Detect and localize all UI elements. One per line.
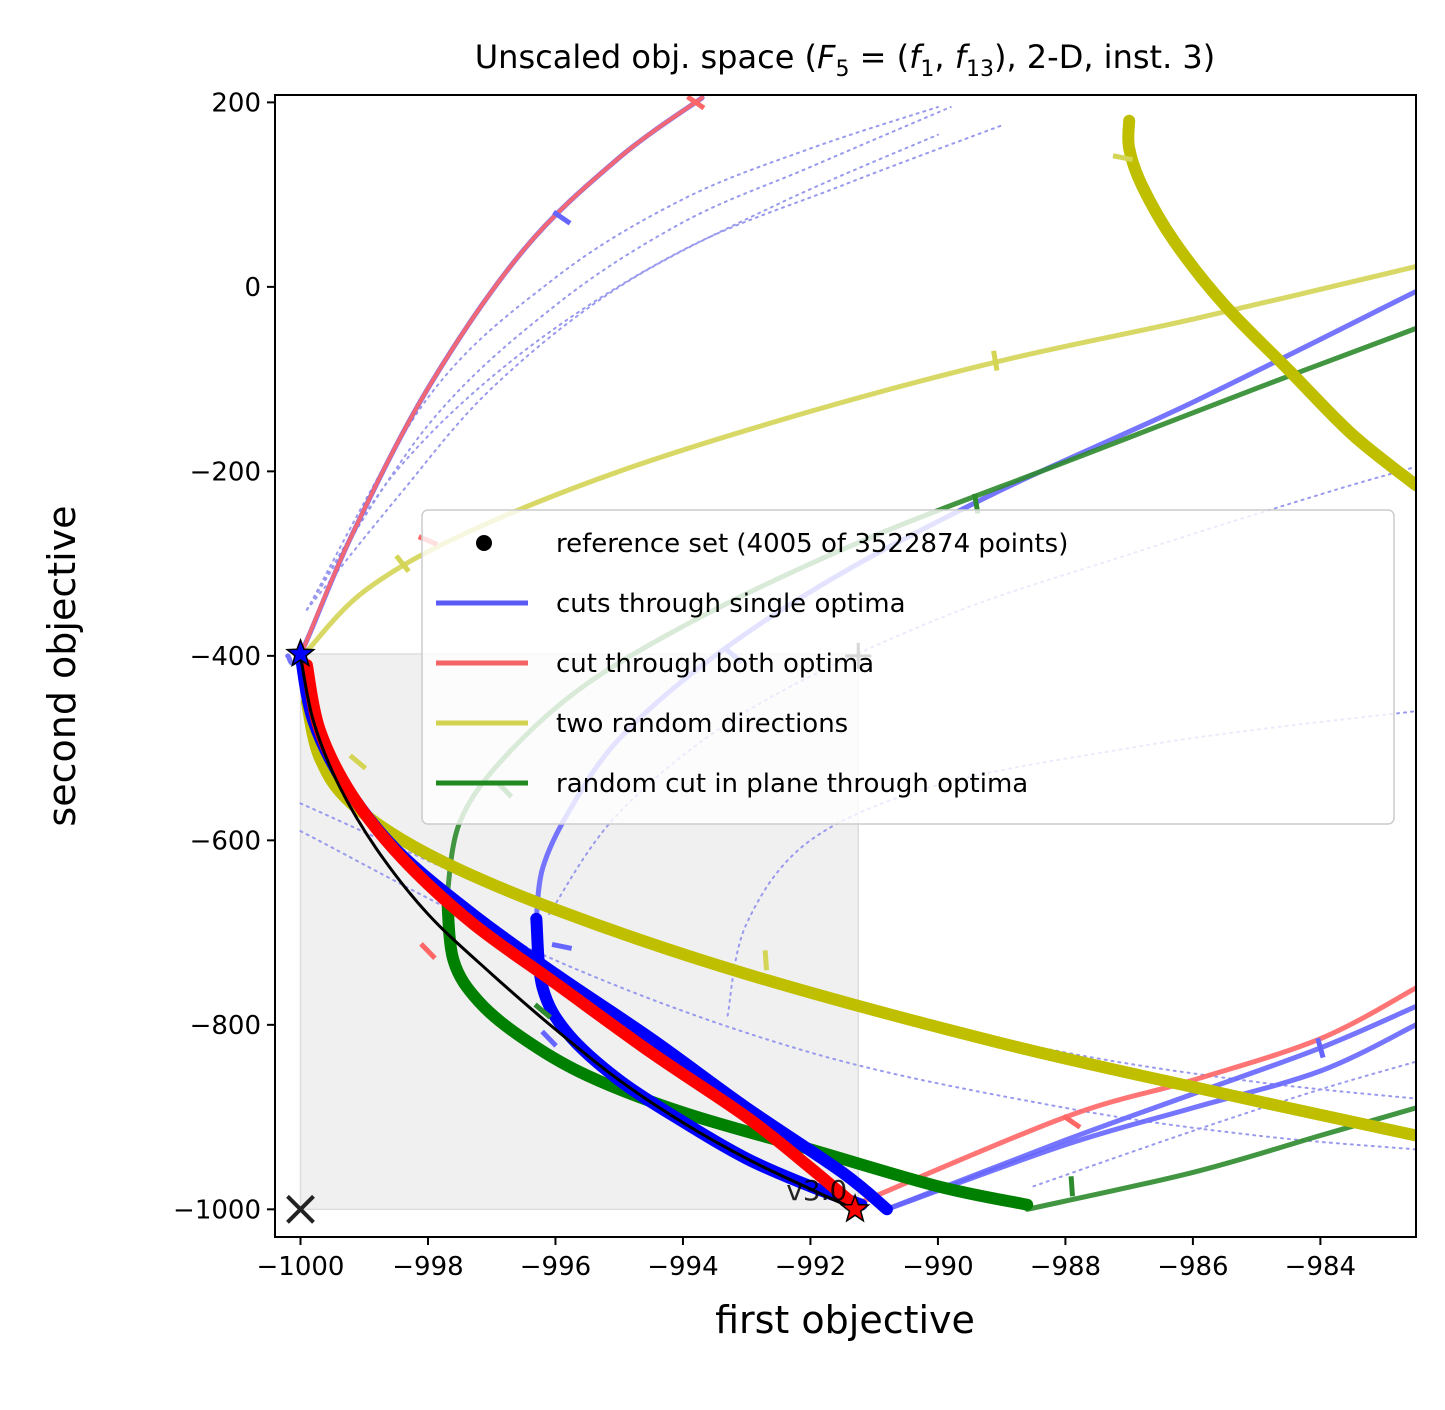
optimum-star-blue bbox=[285, 637, 316, 668]
dotted-cut-11 bbox=[305, 106, 952, 611]
cut-tick-mark-12 bbox=[540, 1029, 558, 1048]
dotted-cut-13 bbox=[305, 133, 939, 611]
x-tick-label: −996 bbox=[520, 1252, 591, 1282]
x-axis-label: first objective bbox=[715, 1298, 975, 1342]
pareto-segment-19 bbox=[1122, 114, 1416, 492]
cut-tick-mark-9 bbox=[551, 941, 573, 951]
legend-label: reference set (4005 of 3522874 points) bbox=[556, 529, 1068, 559]
legend: reference set (4005 of 3522874 points) cu… bbox=[421, 509, 1395, 825]
axes-ticks: −1000 −998 −996 −994 −992 −990 −988 −986 −984 200… bbox=[173, 88, 1356, 1282]
cut-tick-mark-17 bbox=[686, 95, 706, 111]
legend-swatch-dot bbox=[476, 535, 492, 551]
cut-line-2 bbox=[298, 95, 705, 658]
reference-set-front bbox=[299, 655, 856, 1211]
x-tick-label: −986 bbox=[1157, 1252, 1228, 1282]
y-tick-label: 0 bbox=[244, 273, 261, 303]
pareto-segment-24 bbox=[300, 659, 855, 1207]
cut-tick-mark-10 bbox=[762, 950, 770, 971]
x-tick-label: −998 bbox=[392, 1252, 463, 1282]
y-tick-label: −600 bbox=[190, 826, 261, 856]
cut-tick-mark-0 bbox=[552, 209, 572, 226]
x-tick-label: −1000 bbox=[257, 1252, 345, 1282]
y-tick-label: −800 bbox=[190, 1011, 261, 1041]
chart-title: Unscaled obj. space (F5 = (f1, f13), 2-D… bbox=[475, 38, 1216, 82]
y-axis-label: second objective bbox=[40, 505, 84, 826]
cut-tick-mark-15 bbox=[1315, 1037, 1326, 1059]
dotted-cut-10 bbox=[305, 106, 939, 611]
y-tick-label: −400 bbox=[190, 642, 261, 672]
x-tick-label: −984 bbox=[1285, 1252, 1356, 1282]
legend-label: cuts through single optima bbox=[556, 589, 906, 619]
x-tick-label: −994 bbox=[647, 1252, 718, 1282]
legend-items: reference set (4005 of 3522874 points) cu… bbox=[436, 529, 1068, 799]
cut-tick-mark-2 bbox=[394, 554, 411, 573]
cut-line-7 bbox=[884, 1022, 1416, 1212]
cut-tick-mark-6 bbox=[348, 753, 368, 771]
y-tick-label: 200 bbox=[211, 88, 261, 118]
cut-tick-mark-11 bbox=[533, 1002, 552, 1020]
dotted-cut-12 bbox=[305, 124, 1003, 611]
axes-frame bbox=[274, 94, 1417, 1238]
cut-tick-mark-8 bbox=[419, 942, 437, 960]
legend-label: random cut in plane through optima bbox=[556, 769, 1028, 799]
ideal-marker-b bbox=[286, 1194, 315, 1224]
x-tick-label: −988 bbox=[1030, 1252, 1101, 1282]
cut-tick-mark-3 bbox=[991, 350, 1000, 371]
pareto-segment-21 bbox=[441, 889, 1034, 1211]
legend-label: two random directions bbox=[556, 709, 848, 739]
x-tick-label: −992 bbox=[775, 1252, 846, 1282]
x-tick-label: −990 bbox=[902, 1252, 973, 1282]
cut-tick-mark-13 bbox=[1062, 1113, 1082, 1130]
cut-tick-mark-14 bbox=[1068, 1176, 1075, 1197]
y-tick-label: −1000 bbox=[173, 1195, 261, 1225]
legend-label: cut through both optima bbox=[556, 649, 874, 679]
legend-box bbox=[421, 509, 1395, 825]
optimum-star-red bbox=[839, 1193, 871, 1223]
version-label: v3.0 bbox=[786, 1174, 847, 1207]
cut-tick-mark-16 bbox=[1112, 153, 1134, 163]
y-tick-label: −200 bbox=[190, 457, 261, 487]
dotted-cut-18 bbox=[1032, 1060, 1416, 1188]
